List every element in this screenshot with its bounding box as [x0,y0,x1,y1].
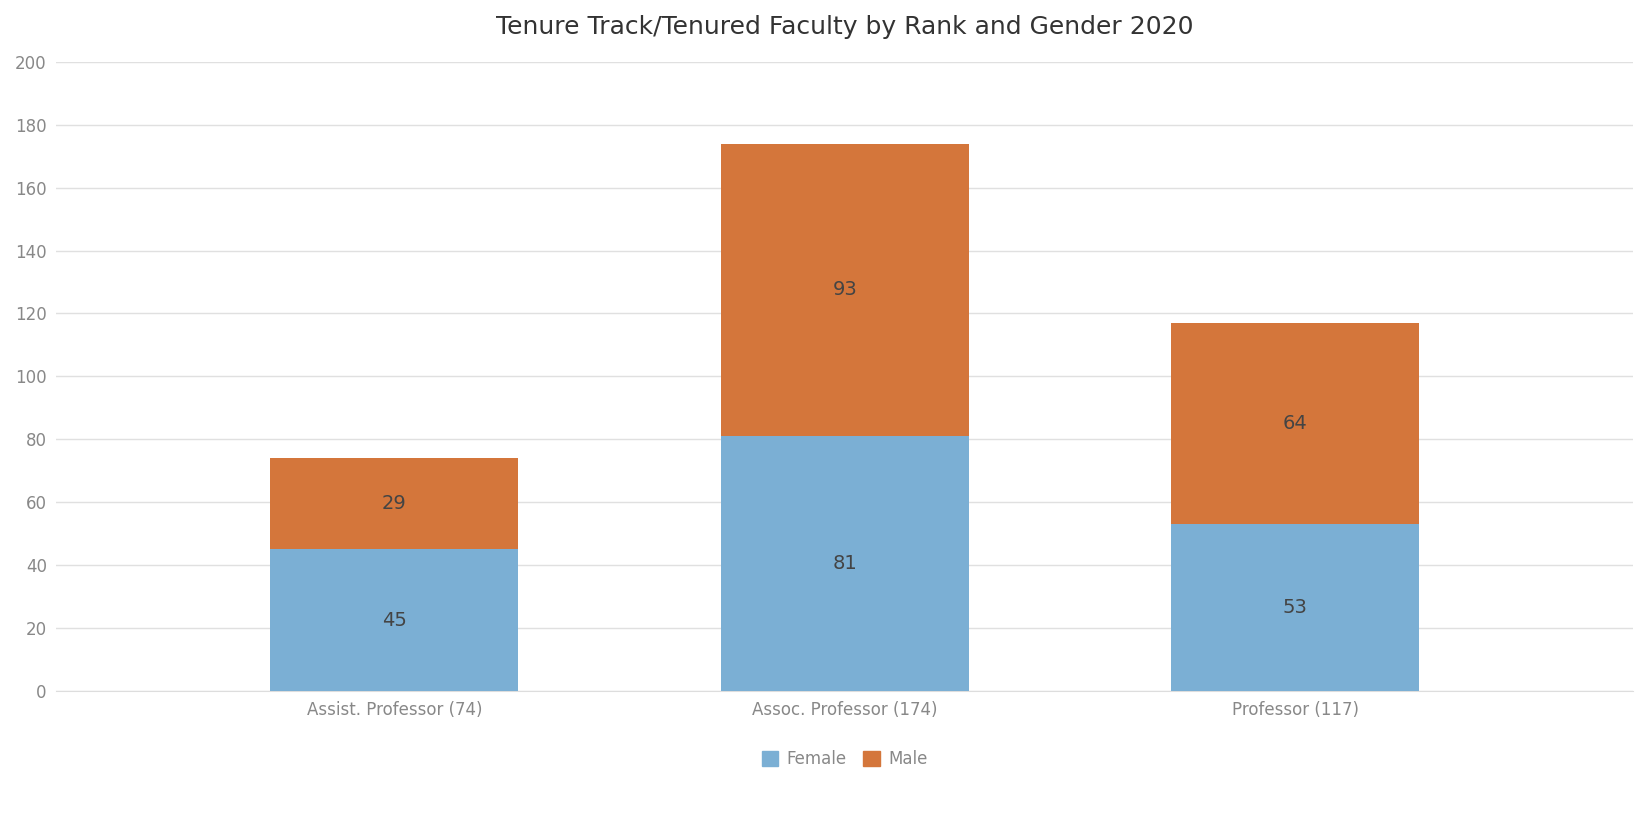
Text: 64: 64 [1282,414,1307,433]
Bar [270,458,517,549]
Text: 93: 93 [832,280,857,300]
Title: Tenure Track/Tenured Faculty by Rank and Gender 2020: Tenure Track/Tenured Faculty by Rank and… [496,15,1193,39]
Bar [720,436,969,691]
Bar [1172,323,1419,524]
Bar [270,549,517,691]
Text: 45: 45 [382,611,407,630]
Legend: Female, Male: Female, Male [755,743,934,775]
Bar [720,144,969,436]
Text: 53: 53 [1282,598,1307,617]
Text: 81: 81 [832,554,857,573]
Text: 29: 29 [382,494,407,513]
Bar [1172,524,1419,691]
